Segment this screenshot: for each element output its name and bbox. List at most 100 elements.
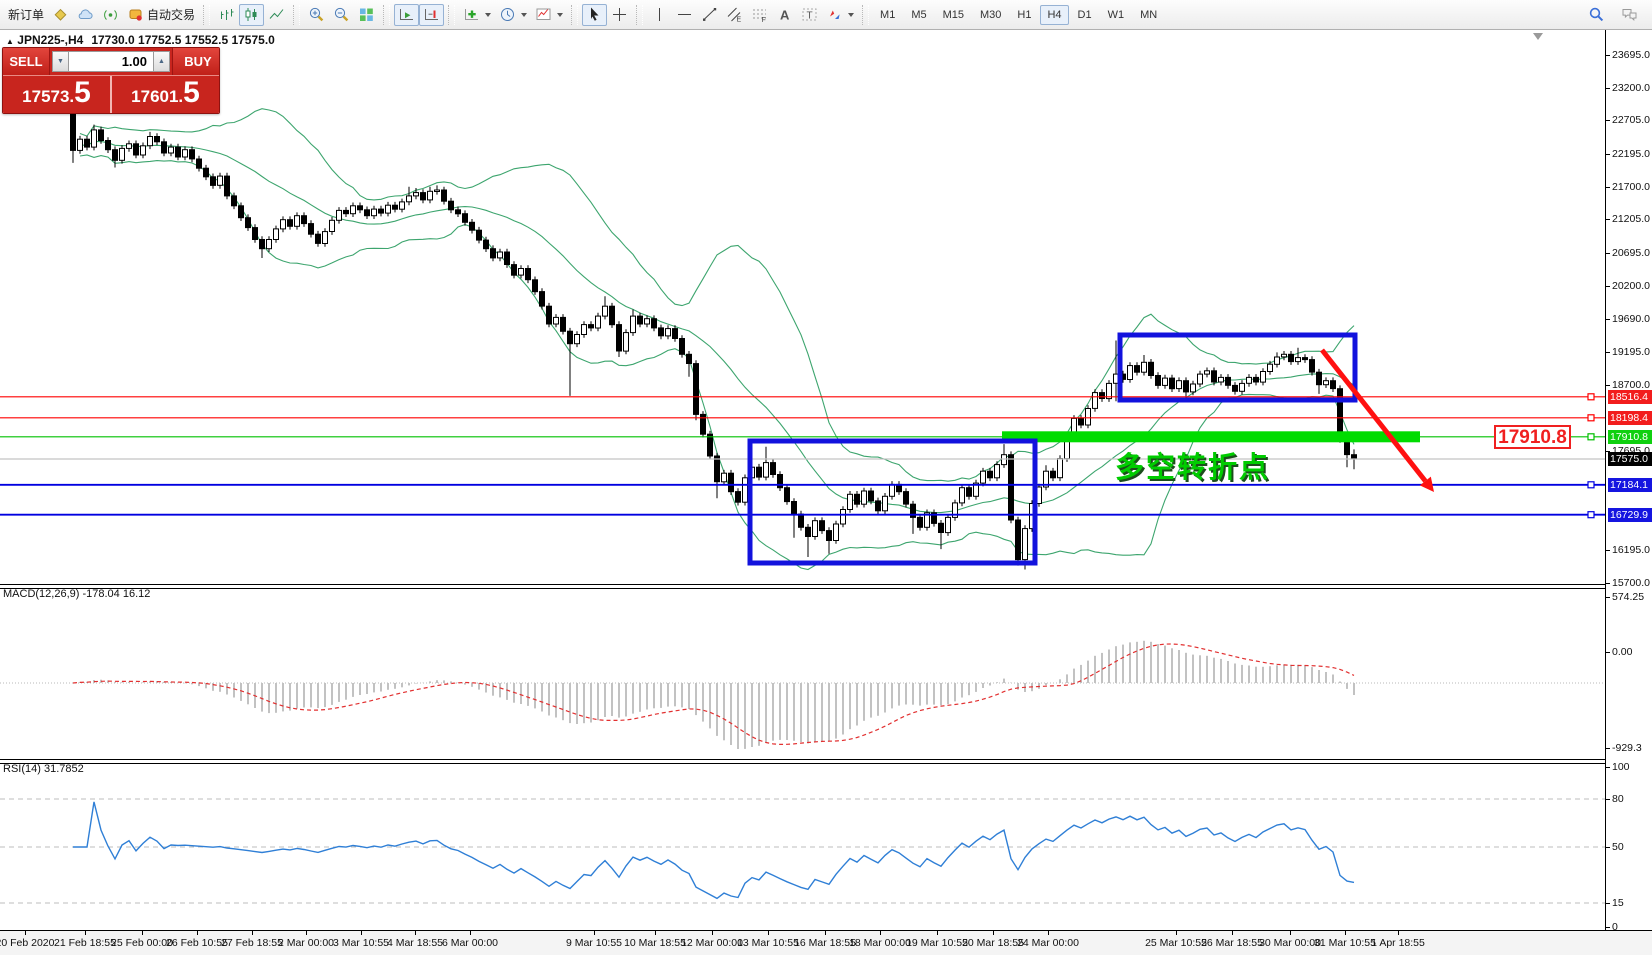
indicators-button[interactable] [459, 4, 495, 26]
price-chart-plot[interactable] [0, 30, 1605, 584]
new-order-button[interactable]: 新订单 [4, 4, 48, 26]
time-tick-mark [197, 931, 198, 935]
fibonacci-icon[interactable]: F [747, 4, 772, 26]
volume-down-button[interactable]: ▼ [52, 51, 69, 72]
volume-up-button[interactable]: ▲ [153, 51, 170, 72]
autoscroll-icon[interactable] [394, 3, 420, 26]
tf-button-MN[interactable]: MN [1140, 8, 1158, 21]
macd-plot[interactable] [0, 587, 1605, 759]
time-tick-mark [142, 931, 143, 935]
signals-icon[interactable] [98, 4, 123, 26]
zoom-out-icon[interactable] [329, 4, 354, 26]
toolbar-divider [571, 4, 579, 25]
price-tick-mark [1606, 120, 1610, 122]
turning-point-annotation: 多空转折点 [1115, 452, 1271, 484]
chart-shift-icon[interactable] [419, 3, 445, 26]
time-tick-mark [993, 931, 994, 935]
tf-button-M1[interactable]: M1 [880, 8, 896, 21]
price-tick-mark [1606, 285, 1610, 287]
cloud-icon[interactable] [73, 4, 98, 26]
price-tick-label: 15700.0 [1612, 576, 1650, 589]
panel-separator[interactable] [0, 584, 1652, 589]
periods-button[interactable] [495, 4, 531, 26]
panel-separator[interactable] [0, 759, 1652, 764]
price-tick-label: 18700.0 [1612, 378, 1650, 391]
time-axis[interactable]: 20 Feb 2020 21 Feb 18:55 25 Feb 00:00 26 Fe… [0, 930, 1652, 955]
search-icon[interactable] [1584, 4, 1609, 26]
time-tick-label: 1 Apr 18:55 [1371, 937, 1425, 949]
sell-price[interactable]: 17573. 5 [3, 76, 112, 113]
rsi-tick-mark [1606, 903, 1610, 904]
horizontal-line-icon[interactable] [672, 4, 697, 26]
price-tick-label: 20695.0 [1612, 247, 1650, 260]
tf-button-H4[interactable]: H4 [1040, 4, 1069, 25]
arrows-button[interactable] [822, 4, 858, 26]
price-tick-label: 21700.0 [1612, 180, 1650, 193]
time-tick-mark [415, 931, 416, 935]
price-axis[interactable]: 23695.0 23200.0 22705.0 22195.0 21700.0 21205… [1605, 30, 1652, 933]
new-order-label: 新订单 [8, 8, 45, 22]
tf-button-W1[interactable]: W1 [1107, 8, 1125, 21]
price-badge-17575.0: 17575.0 [1608, 451, 1652, 466]
price-tick-label: 19690.0 [1612, 313, 1650, 326]
vertical-line-icon[interactable] [647, 4, 672, 26]
buy-price[interactable]: 17601. 5 [131, 76, 200, 109]
sell-button[interactable]: SELL [3, 48, 50, 75]
macd-axis-label: 0.00 [1612, 646, 1633, 658]
text-icon[interactable]: A [772, 4, 797, 26]
autotrading-button[interactable]: 自动交易 [123, 4, 199, 26]
time-tick-label: 21 Feb 18:55 [54, 937, 116, 949]
tile-windows-icon[interactable] [354, 4, 379, 26]
metaeditor-diamond-icon[interactable] [48, 4, 73, 26]
time-tick-label: 9 Mar 10:55 [565, 937, 623, 949]
equidistant-channel-icon[interactable]: E [722, 4, 747, 26]
chart-candles-icon[interactable] [239, 3, 265, 26]
time-tick-label: 27 Feb 18:55 [221, 937, 283, 949]
tf-button-M5[interactable]: M5 [911, 8, 927, 21]
tf-button-D1[interactable]: D1 [1077, 8, 1092, 21]
templates-button[interactable] [531, 4, 567, 26]
svg-text:F: F [762, 17, 766, 23]
tf-button-H1[interactable]: H1 [1017, 8, 1032, 21]
macd-tick-mark [1606, 748, 1610, 749]
indicators-caret-icon[interactable] [485, 12, 492, 17]
volume-input[interactable] [69, 51, 153, 72]
time-tick-mark [361, 931, 362, 935]
toolbar-divider [203, 4, 211, 25]
tf-button-M15[interactable]: M15 [942, 8, 964, 21]
price-badge-18516.4: 18516.4 [1608, 389, 1652, 404]
chart-title: ▲ JPN225-,H4 17730.0 17752.5 17552.5 175… [6, 33, 275, 47]
price-tick-mark [1606, 319, 1610, 321]
timeframe-toolbar: M1 M5 M15 M30 H1 H4 D1 W1 MN [873, 4, 1164, 25]
text-label-icon[interactable]: T [797, 4, 822, 26]
time-tick-label: 6 Mar 00:00 [441, 937, 499, 949]
price-tick-label: 19195.0 [1612, 346, 1650, 359]
trendline-icon[interactable] [697, 4, 722, 26]
time-tick-label: 4 Mar 18:55 [386, 937, 444, 949]
cursor-icon[interactable] [582, 3, 608, 26]
arrows-caret-icon[interactable] [848, 12, 855, 17]
time-tick-mark [470, 931, 471, 935]
price-tick-mark [1606, 154, 1610, 155]
tf-button-M30[interactable]: M30 [980, 8, 1002, 21]
toolbar-divider [862, 4, 870, 25]
crosshair-icon[interactable] [607, 4, 632, 26]
rsi-axis-label: 15 [1612, 897, 1624, 909]
toolbar-divider [448, 4, 456, 25]
rsi-plot[interactable] [0, 762, 1605, 930]
price-tick-mark [1606, 186, 1610, 188]
chart-bars-icon[interactable] [214, 4, 239, 26]
chart-line-icon[interactable] [264, 4, 289, 26]
periods-caret-icon[interactable] [521, 12, 528, 17]
rsi-tick-mark [1606, 799, 1610, 800]
price-badge-17184.1: 17184.1 [1608, 477, 1652, 492]
time-tick-mark [25, 931, 26, 935]
templates-caret-icon[interactable] [557, 12, 564, 17]
price-tick-label: 21205.0 [1612, 213, 1650, 226]
svg-text:A: A [780, 8, 790, 23]
chat-icon[interactable] [1617, 4, 1642, 26]
zoom-in-icon[interactable] [304, 4, 329, 26]
chart-area [0, 30, 1652, 955]
time-tick-mark [1048, 931, 1049, 935]
buy-button[interactable]: BUY [172, 48, 219, 75]
